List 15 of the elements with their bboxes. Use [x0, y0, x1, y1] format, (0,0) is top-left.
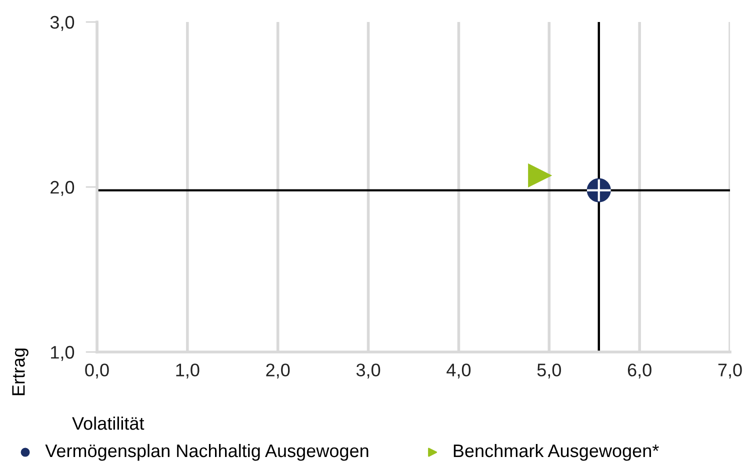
legend-label: Benchmark Ausgewogen* [454, 444, 659, 461]
x-tick-label: 0,0 [85, 364, 109, 379]
x-tick-label: 1,0 [176, 364, 200, 379]
y-tick-label: 1,0 [51, 346, 74, 361]
x-axis-title: Volatilität [72, 416, 144, 430]
x-tick-label: 7,0 [718, 364, 742, 379]
x-tick-label: 3,0 [356, 364, 380, 379]
x-tick-label: 5,0 [537, 364, 561, 379]
y-tick-label: 3,0 [50, 16, 74, 31]
x-tick-label: 4,0 [446, 364, 471, 379]
y-tick-label: 2,0 [50, 180, 74, 196]
x-tick-label: 2,0 [266, 364, 290, 379]
x-tick-label: 6,0 [628, 364, 652, 379]
y-axis-title: Ertrag [12, 348, 28, 396]
legend-label: Vermögensplan Nachhaltig Ausgewogen [45, 444, 368, 461]
